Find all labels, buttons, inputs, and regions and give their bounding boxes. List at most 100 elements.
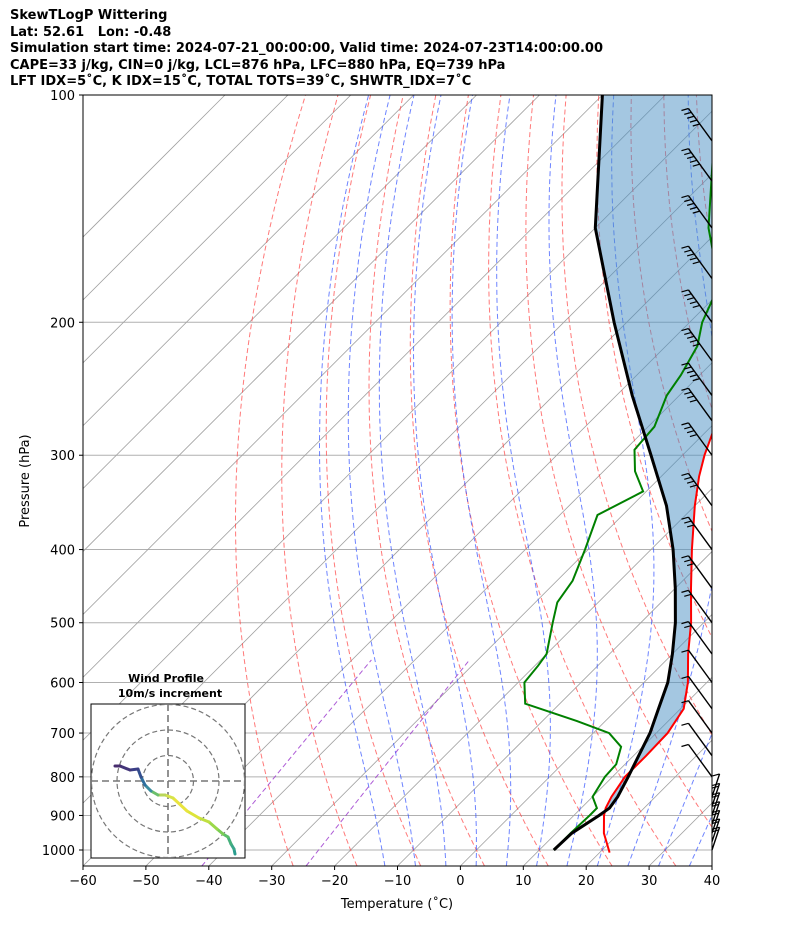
y-tick-label: 500 [50, 617, 75, 632]
wind-barb-feather [681, 722, 689, 726]
title-stability-indices: LFT IDX=5˚C, K IDX=15˚C, TOTAL TOTS=39˚C… [10, 74, 472, 89]
x-tick-label: −40 [195, 874, 222, 889]
wind-barb-staff [687, 195, 713, 229]
moist-adiabat-line [627, 95, 712, 866]
mixing-ratio-line [305, 659, 470, 866]
moist-adiabat-line [319, 95, 386, 866]
x-tick-label: 10 [515, 874, 532, 889]
wind-barb [681, 589, 713, 624]
chart-header: SkewTLogP Wittering Lat: 52.61 Lon: -0.4… [10, 8, 603, 91]
wind-barb-feather [684, 151, 692, 156]
inset-subtitle: 10m/s increment [118, 687, 222, 700]
wind-barb [681, 743, 713, 778]
wind-barb-staff [687, 387, 713, 422]
wind-barb-feather [684, 624, 692, 629]
isotherm-line [334, 488, 712, 866]
wind-barb-feather [681, 289, 689, 293]
wind-barb-feather [689, 301, 698, 305]
isotherm-line [397, 550, 712, 866]
wind-barbs [681, 107, 721, 851]
wind-barb [681, 195, 713, 229]
wind-barb-feather [686, 370, 695, 374]
dry-adiabat-line [449, 95, 613, 866]
wind-barb-feather [692, 304, 700, 309]
wind-barb [711, 773, 721, 797]
wind-barb-feather [681, 675, 689, 679]
wind-barb [681, 621, 713, 655]
wind-barb-staff [711, 810, 721, 834]
wind-barb-feather [684, 520, 692, 524]
dry-adiabat-line [235, 95, 306, 866]
wind-barb-staff [711, 801, 721, 825]
wind-barb-feather [686, 430, 695, 434]
wind-barb-feather [692, 163, 700, 167]
hodograph-segment [185, 809, 201, 820]
wind-barb-feather [692, 261, 700, 265]
wind-barb-staff [687, 621, 713, 655]
isotherm-line [711, 865, 712, 866]
inset-title: Wind Profile [128, 672, 204, 685]
dewpoint-line [523, 154, 712, 851]
wind-barb-staff [687, 744, 713, 778]
isotherm-line [83, 95, 352, 364]
inset-ring [91, 704, 245, 858]
x-tick-label: 40 [704, 874, 721, 889]
wind-barb-staff [687, 555, 713, 589]
moist-adiabat-line [720, 95, 794, 866]
wind-barb [681, 362, 713, 396]
y-tick-label: 300 [50, 449, 75, 464]
wind-barb-feather [681, 148, 689, 152]
y-tick-label: 200 [50, 316, 75, 331]
temperature-line [602, 431, 712, 853]
moist-adiabat-line [658, 731, 712, 866]
wind-barb-feather [681, 362, 689, 366]
y-tick-label: 800 [50, 771, 75, 786]
wind-barb-feather [681, 387, 689, 391]
x-tick-label: −20 [321, 874, 348, 889]
wind-barb-feather [681, 327, 689, 332]
wind-barb-feather [686, 335, 695, 339]
x-tick-label: −60 [69, 874, 96, 889]
wind-barb-feather [686, 563, 695, 567]
isotherm-line [145, 299, 712, 866]
wind-barb-feather [689, 484, 698, 488]
wind-barb-staff [711, 783, 721, 807]
parcel-line [552, 95, 677, 852]
wind-barb-feather [681, 621, 689, 625]
wind-barb-feather [684, 426, 692, 430]
title-station: SkewTLogP Wittering [10, 8, 168, 23]
wind-barb-feather [689, 206, 698, 210]
chart-series [523, 95, 712, 853]
wind-barb-feather [684, 198, 692, 203]
wind-barb-feather [692, 378, 700, 382]
cape-shading [595, 95, 712, 809]
wind-barb-feather [689, 374, 698, 378]
isotherm-line [83, 95, 289, 301]
dry-adiabat-line [729, 95, 794, 866]
wind-barb-feather [686, 395, 695, 399]
wind-barb-feather [681, 472, 689, 477]
wind-barb-staff [687, 700, 713, 734]
dry-adiabat-line [281, 95, 358, 866]
x-tick-label: −50 [132, 874, 159, 889]
y-tick-label: 100 [50, 89, 75, 104]
wind-barb-feather [681, 195, 689, 199]
wind-barb [681, 516, 713, 550]
dry-adiabat-line [525, 95, 712, 828]
wind-barb-feather [681, 555, 689, 559]
wind-barb [681, 675, 713, 710]
wind-barb-feather [692, 210, 700, 214]
wind-barb-staff [687, 245, 713, 279]
dry-adiabat-line [488, 95, 677, 866]
isotherm-line [460, 613, 712, 866]
dry-adiabat-line [762, 95, 794, 866]
wind-barb-feather [692, 123, 700, 127]
wind-barb-feather [684, 331, 692, 336]
wind-barb-feather [681, 422, 689, 426]
wind-barb-feather [712, 773, 720, 777]
isotherm-line [83, 95, 666, 678]
wind-barb [681, 289, 713, 323]
y-tick-label: 700 [50, 727, 75, 742]
wind-barb-feather [684, 249, 692, 253]
